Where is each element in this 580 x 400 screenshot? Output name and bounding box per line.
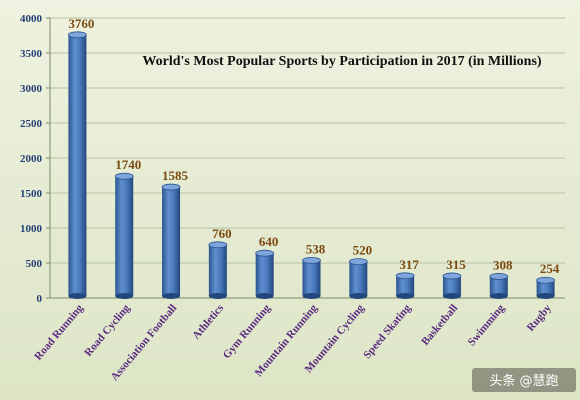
data-label-rugby: 254 [540, 261, 560, 276]
y-tick-label: 1000 [20, 223, 43, 235]
bar-swimming [489, 276, 508, 296]
bar-base-basketball [442, 293, 461, 299]
bar-cap-rugby [536, 276, 555, 284]
data-label-swimming: 308 [493, 257, 513, 272]
bar-cap-gym-running [255, 249, 275, 257]
bar-cap-road-cycling [114, 172, 134, 180]
data-label-mountain-cycling: 520 [353, 243, 373, 258]
y-tick-label: 2500 [20, 118, 43, 130]
bar-base-athletics [208, 293, 227, 299]
bar-rugby [536, 280, 555, 296]
bar-road-cycling [115, 176, 134, 296]
y-tick-label: 2000 [20, 153, 43, 165]
y-tick-label: 4000 [20, 13, 43, 25]
bars [68, 31, 555, 299]
data-label-road-running: 3760 [68, 16, 94, 31]
y-tick-label: 0 [37, 293, 43, 305]
bar-base-gym-running [255, 293, 274, 299]
data-label-road-cycling: 1740 [115, 157, 141, 172]
y-tick-label: 1500 [20, 188, 43, 200]
data-label-gym-running: 640 [259, 234, 279, 249]
bar-cap-mountain-running [302, 256, 321, 264]
bar-cap-association-football [161, 183, 181, 191]
data-label-athletics: 760 [212, 226, 232, 241]
bar-athletics [208, 244, 227, 296]
watermark-background [472, 368, 576, 392]
bar-base-mountain-running [302, 293, 321, 299]
bar-base-swimming [489, 293, 508, 299]
bar-cap-athletics [208, 241, 228, 249]
chart-title: World's Most Popular Sports by Participa… [142, 54, 542, 69]
bar-cap-mountain-cycling [348, 258, 368, 266]
bar-cap-basketball [442, 272, 462, 280]
bar-base-association-football [162, 293, 181, 299]
y-tick-label: 3500 [20, 48, 43, 60]
bar-base-rugby [536, 293, 555, 299]
data-label-speed-skating: 317 [399, 257, 419, 272]
bar-cap-swimming [489, 273, 509, 280]
bar-gym-running [255, 253, 274, 296]
watermark-text: 头条 @慧跑 [489, 373, 558, 389]
bar-speed-skating [396, 275, 415, 296]
bar-mountain-running [302, 260, 321, 296]
axes: 0 500 1000 1500 2000 2500 3000 3500 4000 [20, 13, 565, 305]
bar-base-mountain-cycling [349, 293, 368, 299]
bar-base-road-cycling [115, 293, 134, 299]
data-label-association-football: 1585 [162, 168, 189, 183]
data-label-mountain-running: 538 [306, 241, 326, 256]
bar-association-football [162, 187, 181, 296]
bar-road-running [68, 34, 87, 297]
bar-base-road-running [68, 293, 87, 299]
bar-base-speed-skating [396, 293, 415, 299]
bar-cap-road-running [68, 31, 87, 39]
y-tick-label: 3000 [20, 83, 43, 95]
y-tick-label: 500 [26, 258, 43, 270]
bar-basketball [442, 275, 461, 296]
data-label-basketball: 315 [446, 257, 466, 272]
bar-cap-speed-skating [395, 272, 415, 280]
bar-mountain-cycling [349, 261, 368, 296]
